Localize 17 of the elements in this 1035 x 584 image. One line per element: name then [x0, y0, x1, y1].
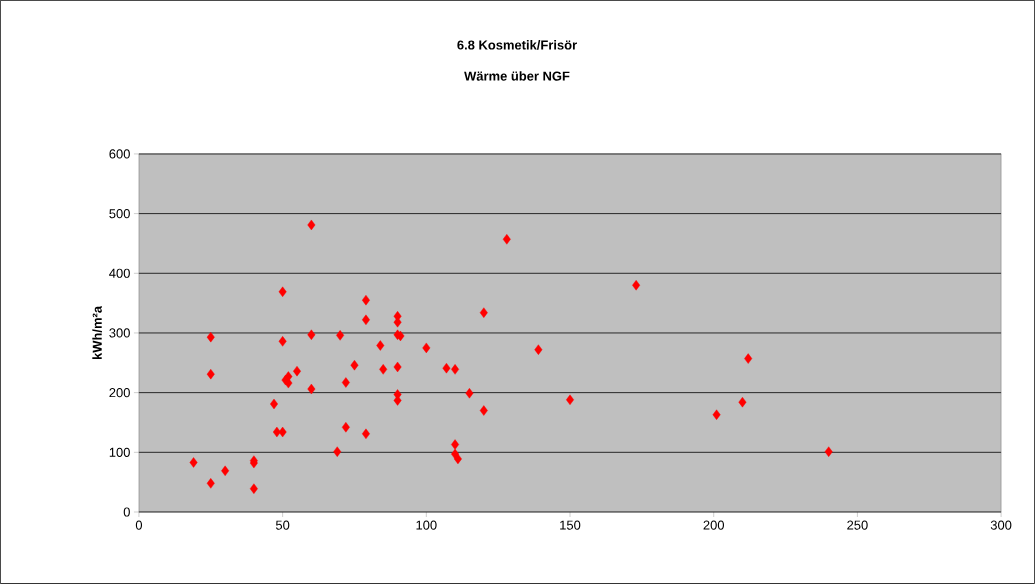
x-tick-label: 300 [990, 520, 1012, 530]
y-axis-title: kWh/m²a [92, 305, 102, 360]
y-tick-label: 500 [109, 209, 130, 219]
x-tick-label: 150 [560, 520, 581, 530]
x-tick-label: 50 [275, 520, 290, 530]
chart-subtitle: Wärme über NGF [464, 71, 570, 81]
chart-title: 6.8 Kosmetik/Frisör [457, 40, 577, 50]
y-tick-label: 100 [109, 447, 130, 457]
y-tick-label: 600 [109, 149, 130, 159]
y-tick-label: 0 [123, 507, 130, 517]
x-tick-label: 100 [416, 520, 437, 530]
x-tick-label: 250 [847, 520, 868, 530]
y-tick-label: 400 [109, 268, 130, 278]
x-tick-label: 0 [135, 520, 143, 530]
x-tick-label: 200 [703, 520, 725, 530]
y-tick-label: 200 [109, 388, 130, 398]
y-tick-label: 300 [109, 328, 130, 338]
